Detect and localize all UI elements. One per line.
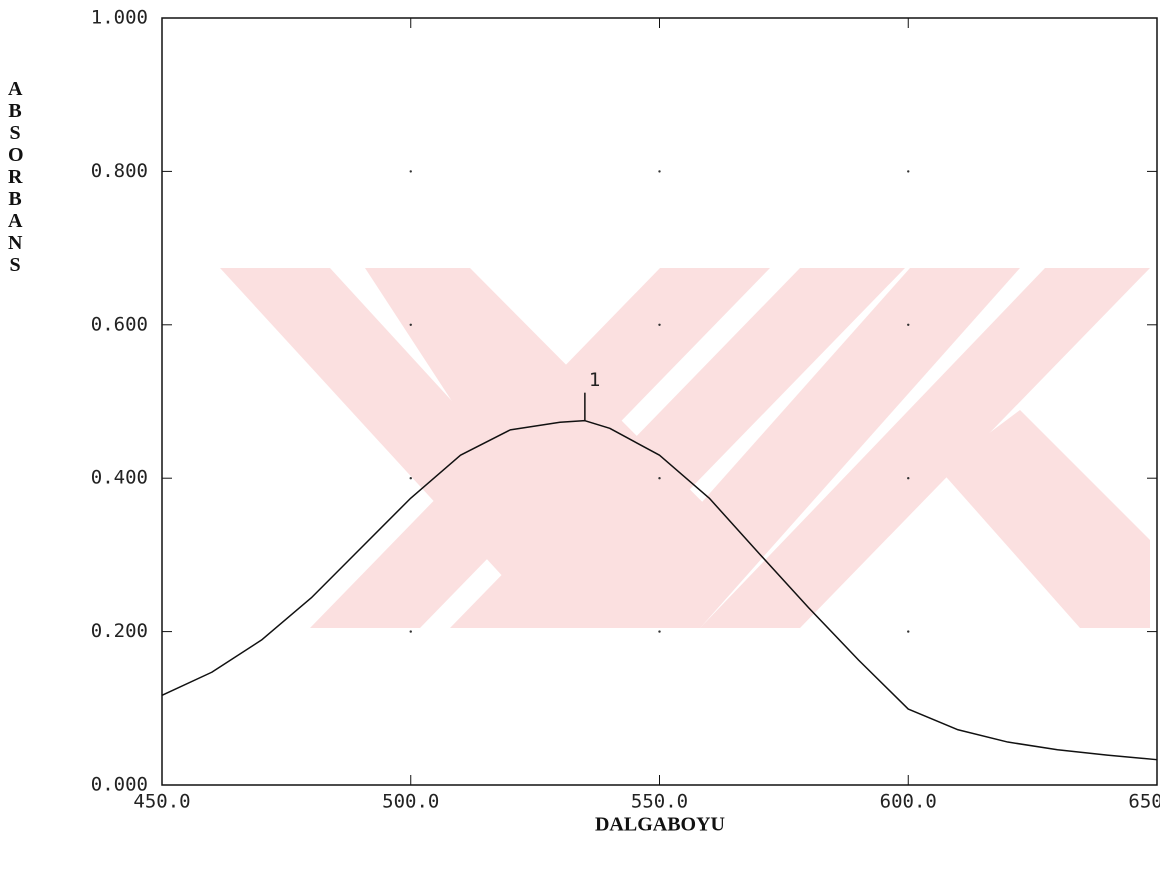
grid-dot — [907, 170, 910, 173]
x-tick-label: 450.0 — [133, 791, 190, 813]
spectrum-line — [161, 419, 1158, 761]
y-tick-label: 0.200 — [91, 620, 148, 642]
x-axis-label: DALGABOYU — [595, 814, 725, 836]
y-tick-label: 0.800 — [91, 160, 148, 182]
y-tick-label: 0.400 — [91, 467, 148, 489]
watermark — [220, 268, 1150, 628]
grid-dot — [907, 323, 910, 326]
y-tick-label: 0.000 — [91, 774, 148, 796]
grid-dot — [907, 630, 910, 633]
grid-dot — [658, 323, 661, 326]
x-tick-label: 500.0 — [382, 791, 439, 813]
grid-dot — [907, 477, 910, 480]
grid-dot — [658, 630, 661, 633]
y-tick-label: 0.600 — [91, 313, 148, 335]
grid-dot — [658, 170, 661, 173]
grid-dot — [409, 323, 412, 326]
y-tick-label: 1.000 — [91, 7, 148, 29]
x-tick-label: 550.0 — [631, 791, 688, 813]
peak-label: 1 — [589, 369, 600, 391]
x-tick-label: 650.0 — [1128, 791, 1160, 813]
grid-dot — [409, 170, 412, 173]
y-axis-label: ABSORBANS — [8, 78, 24, 276]
grid-dot — [409, 477, 412, 480]
x-tick-label: 600.0 — [880, 791, 937, 813]
grid-dot — [409, 630, 412, 633]
grid-dot — [658, 477, 661, 480]
